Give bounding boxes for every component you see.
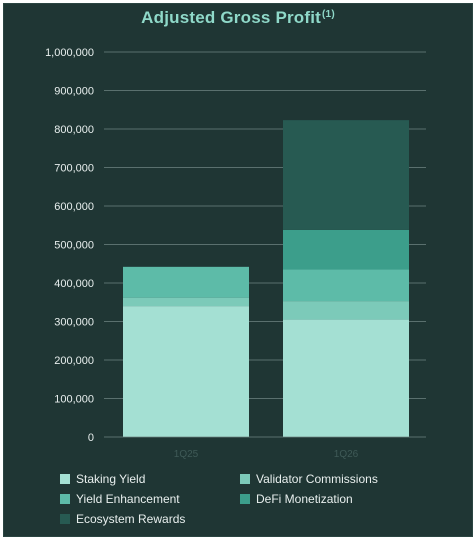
legend-label: Staking Yield	[76, 472, 146, 486]
bar-segment-yield-enhancement	[283, 269, 409, 302]
chart-title: Adjusted Gross Profit(1)	[0, 8, 476, 28]
y-tick-label: 0	[88, 432, 94, 444]
legend-item: DeFi Monetization	[240, 491, 440, 507]
legend-swatch	[240, 474, 250, 484]
y-tick-label: 800,000	[54, 124, 94, 136]
y-tick-label: 600,000	[54, 201, 94, 213]
bar-segment-validator-commissions	[283, 301, 409, 320]
y-tick-label: 400,000	[54, 278, 94, 290]
bar-segment-validator-commissions	[123, 297, 249, 307]
bar-segment-staking-yield	[123, 306, 249, 437]
y-tick-label: 100,000	[54, 394, 94, 406]
legend-item: Validator Commissions	[240, 471, 440, 487]
x-tick-label: 1Q26	[334, 449, 359, 460]
chart-legend: Staking Yield Validator Commissions Yield …	[60, 471, 460, 527]
y-tick-label: 900,000	[54, 86, 94, 98]
bar-segment-defi-monetization	[283, 229, 409, 270]
bar-segment-ecosystem-rewards	[283, 120, 409, 230]
y-tick-label: 200,000	[54, 355, 94, 367]
legend-label: DeFi Monetization	[256, 492, 353, 506]
y-tick-label: 500,000	[54, 240, 94, 252]
chart-title-footnote: (1)	[322, 9, 335, 20]
legend-label: Yield Enhancement	[76, 492, 180, 506]
bar-segment-yield-enhancement	[123, 266, 249, 298]
legend-swatch	[240, 494, 250, 504]
y-tick-label: 700,000	[54, 163, 94, 175]
legend-swatch	[60, 494, 70, 504]
bar-segment-staking-yield	[283, 319, 409, 437]
chart-title-text: Adjusted Gross Profit	[141, 8, 322, 27]
legend-item: Yield Enhancement	[60, 491, 240, 507]
legend-swatch	[60, 474, 70, 484]
y-tick-label: 1,000,000	[45, 47, 94, 59]
x-tick-label: 1Q25	[174, 449, 199, 460]
legend-swatch	[60, 514, 70, 524]
legend-label: Ecosystem Rewards	[76, 512, 186, 526]
legend-item: Staking Yield	[60, 471, 240, 487]
y-tick-label: 300,000	[54, 317, 94, 329]
legend-label: Validator Commissions	[256, 472, 378, 486]
legend-item: Ecosystem Rewards	[60, 511, 240, 527]
